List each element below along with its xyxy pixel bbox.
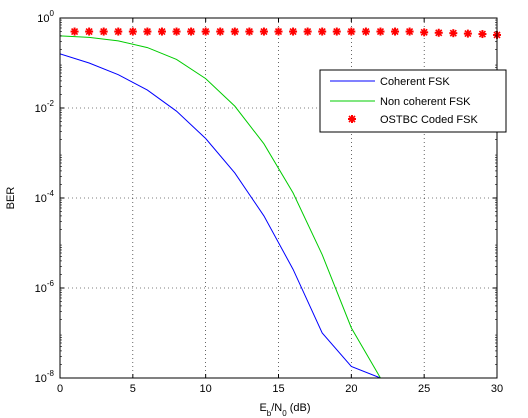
- series-marker-2: [376, 27, 385, 36]
- y-tick-base: 10: [37, 13, 49, 25]
- series-marker-2: [114, 27, 123, 36]
- y-tick-base: 10: [35, 103, 47, 115]
- legend-label-noncoherent: Non coherent FSK: [380, 96, 471, 108]
- series-marker-2: [187, 27, 196, 36]
- y-tick-label: 100: [37, 9, 54, 25]
- series-marker-2: [172, 27, 181, 36]
- legend-marker-star: [348, 115, 356, 123]
- series-marker-2: [274, 27, 283, 36]
- y-tick-base: 10: [35, 373, 47, 385]
- series-marker-2: [449, 29, 458, 38]
- x-tick-label: 0: [57, 383, 63, 395]
- series-marker-2: [259, 27, 268, 36]
- series-marker-2: [303, 27, 312, 36]
- y-tick-exponent: -8: [47, 369, 55, 378]
- x-axis-label-sub-0: 0: [282, 409, 287, 418]
- series-marker-2: [434, 28, 443, 37]
- series-marker-2: [85, 27, 94, 36]
- legend: Coherent FSK Non coherent FSK OSTBC Code…: [319, 69, 507, 133]
- x-tick-label: 20: [345, 383, 357, 395]
- y-axis-label: BER: [5, 187, 17, 210]
- y-tick-base: 10: [35, 193, 47, 205]
- series-marker-2: [391, 27, 400, 36]
- x-axis-label-n: /N: [271, 402, 282, 414]
- x-axis-label-e: E: [259, 402, 266, 414]
- series-marker-2: [201, 27, 210, 36]
- y-tick-exponent: -2: [47, 99, 55, 108]
- legend-label-ostbc: OSTBC Coded FSK: [380, 114, 478, 126]
- series-marker-2: [332, 27, 341, 36]
- x-tick-label: 10: [200, 383, 212, 395]
- series-marker-2: [347, 27, 356, 36]
- series-marker-2: [420, 28, 429, 37]
- series-marker-2: [128, 27, 137, 36]
- x-axis-label-unit: (dB): [287, 402, 311, 414]
- series-marker-2: [99, 27, 108, 36]
- y-tick-exponent: -4: [47, 189, 55, 198]
- legend-label-coherent: Coherent FSK: [380, 76, 450, 88]
- y-tick-exponent: -6: [47, 279, 55, 288]
- y-tick-label: 10-8: [35, 369, 55, 385]
- series-marker-2: [230, 27, 239, 36]
- series-line-1: [60, 35, 429, 378]
- series-marker-2: [405, 27, 414, 36]
- series-marker-2: [245, 27, 254, 36]
- series-marker-2: [478, 30, 487, 39]
- y-tick-exponent: 0: [50, 9, 55, 18]
- x-axis-label: Eb/N0 (dB): [259, 402, 310, 418]
- series-line-0: [60, 53, 388, 378]
- x-tick-label: 5: [130, 383, 136, 395]
- series-marker-2: [157, 27, 166, 36]
- y-tick-base: 10: [35, 283, 47, 295]
- y-tick-label: 10-4: [35, 189, 55, 205]
- x-tick-label: 15: [272, 383, 284, 395]
- series-marker-2: [143, 27, 152, 36]
- series-marker-2: [216, 27, 225, 36]
- y-tick-label: 10-2: [35, 99, 55, 115]
- series-marker-2: [70, 27, 79, 36]
- series-marker-2: [289, 27, 298, 36]
- x-tick-label: 25: [418, 383, 430, 395]
- series-marker-2: [318, 27, 327, 36]
- y-tick-label: 10-6: [35, 279, 55, 295]
- x-axis-label-sub-b: b: [267, 409, 272, 418]
- plot-series: [60, 27, 501, 378]
- legend-marker-ostbc: [348, 115, 356, 123]
- series-marker-2: [463, 29, 472, 38]
- series-marker-2: [361, 27, 370, 36]
- x-tick-label: 30: [491, 383, 503, 395]
